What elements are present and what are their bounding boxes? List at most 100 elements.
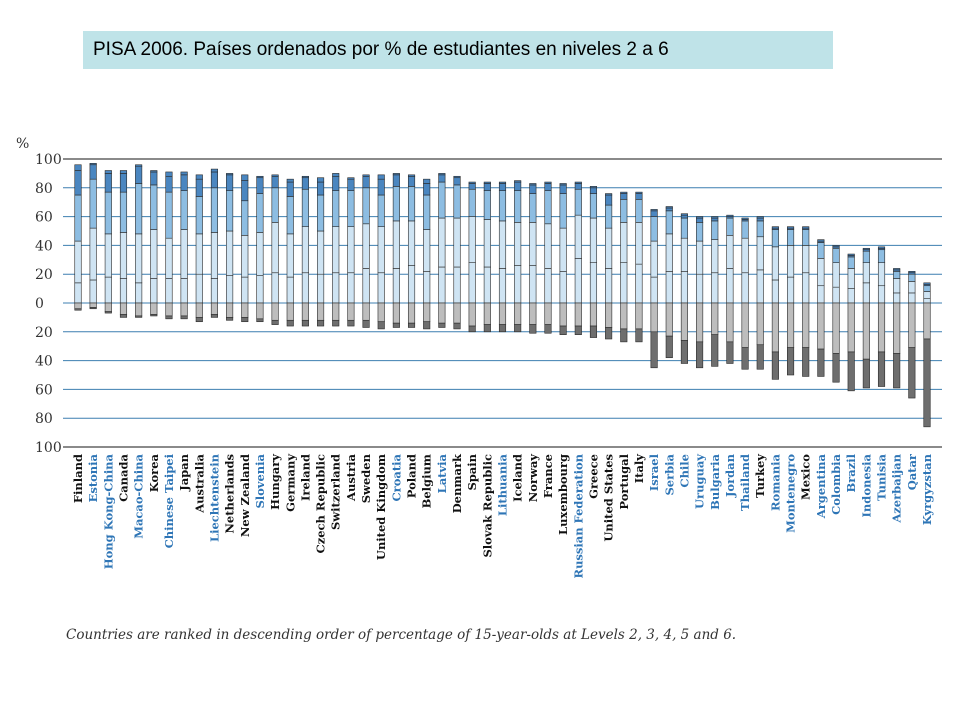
bar-segment-level-1	[817, 302, 825, 350]
bar-segment-level-4	[180, 190, 188, 230]
bar-segment-level-2	[923, 298, 931, 304]
bar-segment-level-2	[453, 266, 461, 304]
bar-segment-level-4	[74, 194, 82, 242]
y-tick-label: 20	[35, 267, 53, 283]
bar-segment-level-4	[862, 250, 870, 263]
bar-segment-level-6	[165, 171, 173, 177]
x-tick-label: Luxembourg	[556, 454, 570, 535]
bar-segment-level-6	[483, 181, 491, 184]
bar-segment-below-level-1	[165, 315, 173, 320]
bar-segment-level-1	[377, 302, 385, 323]
bar-segment-level-4	[483, 190, 491, 220]
bar-segment-level-3	[271, 222, 279, 274]
x-tick-label: Belgium	[420, 454, 434, 508]
x-tick-label: Portugal	[617, 453, 631, 509]
bar-segment-level-1	[832, 302, 840, 354]
bar-segment-level-1	[332, 302, 340, 321]
bar-segment-level-1	[787, 302, 795, 348]
bar-segment-level-6	[696, 216, 704, 219]
bar-segment-level-4	[135, 183, 143, 235]
bar-segment-level-4	[286, 196, 294, 235]
bar-segment-level-5	[286, 181, 294, 197]
bar-segment-level-3	[802, 245, 810, 274]
bar-segment-level-3	[180, 229, 188, 279]
bar-segment-level-3	[438, 217, 446, 268]
x-tick-label: Hungary	[268, 454, 282, 510]
bar-segment-level-5	[574, 183, 582, 190]
bar-segment-below-level-1	[483, 324, 491, 333]
bar-segment-level-3	[529, 222, 537, 266]
bar-segment-level-4	[696, 222, 704, 242]
bar-segment-level-6	[362, 174, 370, 177]
bar-segment-level-2	[256, 275, 264, 304]
bar-segment-level-6	[680, 213, 688, 216]
bar-segment-level-5	[377, 178, 385, 196]
bar-segment-level-2	[680, 271, 688, 304]
bar-segment-level-5	[620, 193, 628, 200]
bar-segment-level-6	[893, 268, 901, 271]
bar-segment-level-5	[453, 177, 461, 186]
bar-segment-level-4	[908, 273, 916, 282]
bar-segment-level-2	[529, 265, 537, 304]
bar-segment-level-2	[893, 292, 901, 304]
bar-segment-level-3	[165, 237, 173, 279]
bar-segment-level-3	[286, 233, 294, 278]
bar-segment-level-4	[787, 229, 795, 246]
bar-segment-level-3	[135, 233, 143, 284]
x-tick-label: France	[541, 454, 555, 498]
bar-segment-level-6	[771, 226, 779, 229]
title-box: PISA 2006. Países ordenados por % de est…	[83, 31, 833, 69]
bar-segment-level-2	[468, 262, 476, 304]
bar-segment-level-4	[605, 204, 613, 229]
bar-segment-level-2	[771, 279, 779, 304]
bar-segment-level-2	[559, 271, 567, 304]
bar-segment-below-level-1	[862, 358, 870, 389]
bar-segment-level-5	[605, 194, 613, 206]
bar-segment-below-level-1	[453, 322, 461, 330]
y-unit-label: %	[16, 136, 29, 152]
bar-segment-level-2	[423, 271, 431, 304]
x-tick-label: Lithuania	[496, 453, 510, 516]
bar-segment-level-4	[544, 190, 552, 225]
bar-segment-level-5	[362, 175, 370, 189]
bar-segment-level-5	[119, 173, 128, 193]
bar-segment-level-6	[423, 178, 431, 184]
bar-segment-level-3	[787, 245, 795, 278]
bar-segment-level-1	[195, 302, 203, 318]
bar-segment-level-6	[226, 173, 234, 176]
bar-segment-below-level-1	[104, 311, 112, 314]
bar-segment-below-level-1	[119, 314, 128, 318]
bar-segment-level-4	[271, 187, 279, 223]
bar-segment-level-1	[877, 302, 886, 353]
bar-segment-level-1	[559, 302, 567, 327]
bar-segment-level-4	[832, 247, 840, 263]
bar-segment-level-2	[877, 285, 886, 304]
bar-segment-level-1	[908, 302, 916, 348]
bar-segment-level-4	[407, 186, 416, 222]
bar-segment-level-2	[286, 276, 294, 304]
bar-segment-level-2	[711, 272, 719, 304]
bar-segment-level-4	[620, 199, 628, 223]
bar-segment-level-4	[226, 190, 234, 232]
bar-segment-level-5	[256, 177, 264, 194]
bar-segment-level-5	[195, 178, 203, 197]
bar-segment-below-level-1	[377, 321, 385, 330]
bar-segment-below-level-1	[726, 341, 734, 364]
bar-segment-level-3	[317, 230, 325, 275]
bar-segment-level-4	[529, 193, 537, 223]
bar-segment-level-1	[89, 302, 97, 308]
bar-segment-level-2	[574, 258, 582, 304]
bar-segment-level-2	[908, 292, 916, 304]
bar-segment-level-3	[407, 220, 416, 266]
x-tick-label: New Zealand	[238, 454, 252, 537]
bar-segment-level-3	[589, 217, 598, 263]
bar-segment-level-2	[271, 272, 279, 304]
bar-segment-level-1	[605, 302, 613, 328]
bar-segment-level-2	[665, 271, 673, 304]
bar-segment-level-5	[150, 171, 158, 186]
x-tick-label: Montenegro	[784, 454, 798, 533]
bar-segment-level-3	[559, 227, 567, 272]
bar-segment-level-1	[620, 302, 628, 330]
bar-segment-level-6	[210, 168, 218, 173]
bar-segment-level-1	[862, 302, 870, 360]
